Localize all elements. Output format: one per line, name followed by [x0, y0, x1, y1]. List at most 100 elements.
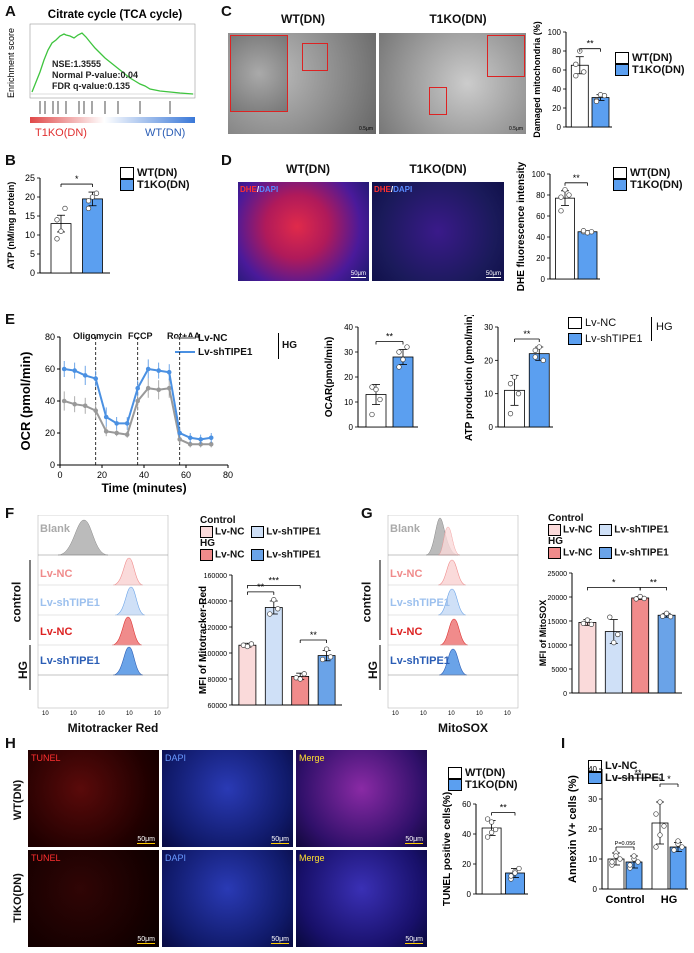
flow-g-peak-2	[437, 588, 467, 616]
dhe-label-sep: /	[256, 185, 260, 194]
legend-wt-ko-b: WT(DN) T1KO(DN)	[120, 167, 190, 192]
y-tick-label-2: 20	[484, 356, 493, 365]
y-tick-label-1: 20	[552, 104, 561, 113]
tem-zoom-box-wt	[230, 35, 288, 112]
series-0-point-14	[208, 441, 214, 447]
y-axis-label: TUNEL positive cells(%)	[442, 792, 453, 906]
legend-c-wt: WT(DN)	[632, 52, 673, 64]
data-point-2-3	[653, 811, 659, 817]
legend-f: Control Lv-NC Lv-shTIPE1 HG Lv-NC Lv-shT…	[200, 515, 321, 561]
series-0-point-7	[135, 398, 140, 404]
data-point-0-3	[54, 217, 60, 223]
chart-f: 60000 80000 100000 120000 140000 160000 MFI of…	[198, 573, 342, 710]
panel-letter-a: A	[5, 3, 16, 20]
tem-roi-wt	[302, 43, 328, 71]
panel-letter-c: C	[221, 3, 232, 20]
series-0-point-13	[198, 441, 203, 447]
legend-g-nc-ctrl: Lv-NC	[563, 524, 593, 536]
data-point-0-2	[377, 396, 383, 403]
tunel-row-label-wt: WT(DN)	[12, 779, 24, 821]
chart-d: 0 20 40 60 80 100 DHE fluorescence intensity **	[516, 161, 600, 291]
series-0-point-9	[156, 387, 161, 393]
y-tick-label-4: 40	[344, 323, 353, 332]
dhe-scale-wt: 50μm	[350, 271, 366, 278]
sig-label-0: P=0.056	[615, 841, 636, 847]
y-tick-label-1: 80000	[208, 677, 228, 684]
chart-e2: 0 10 20 30 40 OCAR(pmol/min) **	[324, 323, 418, 432]
data-point-1-3	[580, 228, 587, 234]
flow-g-xtick-4: 10	[476, 711, 483, 717]
bar-2	[631, 597, 650, 694]
series-0-point-2	[82, 403, 88, 409]
flow-f-row-nc-ctrl: Lv-NC	[40, 568, 73, 580]
flow-f-xtick-3: 10	[98, 711, 105, 717]
tunel-ko-dapi: DAPI 50μm	[162, 850, 293, 947]
tunel-wt-merge-scale: 50μm	[405, 836, 423, 844]
bar-0	[555, 197, 575, 280]
flow-g-row-sh-hg: Lv-shTIPE1	[390, 655, 450, 667]
panel-letter-d: D	[221, 152, 232, 169]
data-point-0-4	[488, 829, 495, 836]
y-axis-label: ATP production (pmol/min)	[464, 315, 475, 441]
data-point-0-2	[515, 391, 522, 397]
tem-title-wt: WT(DN)	[281, 12, 325, 26]
flow-f-xtick-2: 10	[70, 711, 77, 717]
series-1-point-3	[93, 376, 98, 381]
y-axis-label: OCR (pmol/min)	[18, 352, 33, 451]
legend-f-nc-ctrl: Lv-NC	[215, 526, 245, 538]
y-axis-label: ATP (nM/mg protein)	[6, 182, 16, 270]
gsea-right-label: WT(DN)	[145, 127, 185, 139]
series-0-point-4	[103, 429, 109, 434]
tunel-wt-dapi-label: DAPI	[165, 753, 187, 763]
y-tick-label-1: 20	[45, 428, 55, 438]
data-point-0-1	[488, 819, 495, 825]
marker-fccp: FCCP	[128, 331, 153, 341]
series-0-point-5	[114, 430, 119, 436]
sig-label-0: **	[523, 329, 531, 339]
y-tick-label-2: 40	[462, 830, 471, 839]
y-tick-label-0: 0	[593, 885, 598, 894]
data-point-0-1	[244, 643, 251, 650]
flow-g-peak-3	[439, 618, 469, 646]
data-point-0-2	[492, 826, 499, 833]
panel-letter-i: I	[561, 735, 566, 752]
tem-images: WT(DN) T1KO(DN) 0.5μm 0.5μm	[228, 12, 528, 137]
series-1-point-1	[72, 368, 77, 373]
x-tick-label-1: 20	[97, 470, 107, 480]
bar-3	[657, 614, 676, 694]
tunel-wt-tunel: TUNEL 50μm	[28, 750, 159, 847]
x-tick-label-2: 40	[139, 470, 149, 480]
data-point-1-2	[275, 606, 281, 612]
data-point-0-0	[54, 236, 60, 242]
tem-scale-ko: 0.5μm	[509, 126, 523, 132]
flow-f-histograms: 10 10 10 10 10	[29, 515, 169, 717]
data-point-1-3	[627, 862, 633, 868]
y-axis-label: OCAR(pmol/min)	[324, 337, 335, 418]
y-tick-label-2: 10000	[548, 643, 568, 650]
sig-label-0: *	[75, 174, 79, 184]
data-point-1-2	[516, 865, 522, 872]
y-tick-label-1: 5	[30, 249, 35, 259]
data-point-0-3	[507, 381, 514, 387]
y-tick-label-4: 20000	[548, 595, 568, 602]
y-tick-label-5: 100	[532, 170, 546, 179]
flow-f-xtick-1: 10	[42, 711, 49, 717]
gsea-ylabel: Enrichment score	[6, 28, 16, 98]
y-axis-label: DHE fluorescence intensity	[516, 161, 527, 291]
chart-g: 0 5000 10000 15000 20000 25000 MFI of MitoSOX *…	[538, 571, 682, 698]
flow-g-group-hg: HG	[366, 661, 380, 679]
chart-c: 0 20 40 60 80 100 Damaged mitochondria (%) **	[532, 21, 612, 138]
flow-g-row-nc-hg: Lv-NC	[390, 626, 423, 638]
bar-1	[392, 356, 414, 428]
series-1-point-12	[187, 435, 193, 441]
flow-f-peak-3	[111, 616, 143, 646]
y-tick-label-0: 0	[489, 423, 494, 432]
x-group-label-control: Control	[605, 894, 644, 906]
sig-label-0: **	[573, 173, 581, 183]
y-axis-label: Annexin V+ cells (%)	[567, 775, 579, 883]
panel-letter-e: E	[5, 311, 16, 328]
legend-f-control: Control	[200, 515, 236, 526]
legend-d-ko: T1KO(DN)	[630, 179, 683, 192]
y-tick-label-4: 80	[552, 47, 561, 56]
flow-g-histograms: 10 10 10 10 10	[379, 515, 519, 717]
